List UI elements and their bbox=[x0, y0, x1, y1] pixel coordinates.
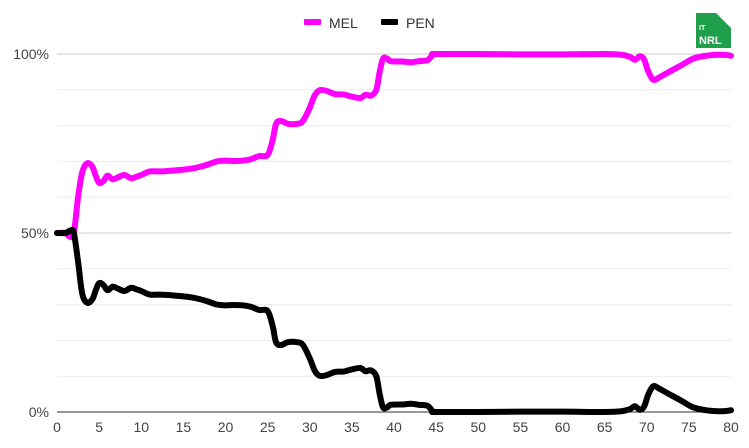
x-axis-tick-labels: 0 5 10 15 20 25 30 35 40 45 50 55 60 65 70 75 80 bbox=[53, 419, 739, 435]
x-tick-label: 10 bbox=[133, 419, 149, 435]
legend-swatch-pen bbox=[381, 19, 398, 25]
x-tick-label: 75 bbox=[681, 419, 697, 435]
x-tick-label: 25 bbox=[260, 419, 276, 435]
y-axis-tick-labels: 0% 50% 100% bbox=[13, 46, 49, 420]
x-tick-label: 5 bbox=[95, 419, 103, 435]
x-tick-label: 45 bbox=[428, 419, 444, 435]
gridlines bbox=[57, 53, 731, 377]
x-tick-label: 80 bbox=[723, 419, 739, 435]
x-tick-label: 60 bbox=[555, 419, 571, 435]
x-tick-label: 15 bbox=[176, 419, 192, 435]
x-tick-label: 35 bbox=[344, 419, 360, 435]
nrl-logo: IT NRL bbox=[696, 13, 731, 48]
x-tick-label: 20 bbox=[218, 419, 234, 435]
x-tick-label: 70 bbox=[639, 419, 655, 435]
x-tick-label: 30 bbox=[302, 419, 318, 435]
x-tick-label: 50 bbox=[470, 419, 486, 435]
series-line-pen bbox=[54, 226, 734, 416]
series-line-mel bbox=[54, 50, 734, 241]
x-tick-label: 40 bbox=[386, 419, 402, 435]
legend-swatch-mel bbox=[304, 19, 321, 25]
logo-text-main: NRL bbox=[699, 35, 722, 47]
y-tick-label: 100% bbox=[13, 46, 49, 62]
legend-label-pen: PEN bbox=[406, 15, 435, 31]
logo-text-top: IT bbox=[699, 25, 706, 32]
x-tick-label: 65 bbox=[597, 419, 613, 435]
logo-corner bbox=[716, 13, 731, 28]
legend-label-mel: MEL bbox=[329, 15, 358, 31]
legend: MEL PEN bbox=[304, 15, 435, 31]
x-tick-label: 0 bbox=[53, 419, 61, 435]
series-lines bbox=[54, 50, 734, 416]
y-tick-label: 0% bbox=[29, 404, 49, 420]
x-tick-label: 55 bbox=[513, 419, 529, 435]
y-tick-label: 50% bbox=[21, 225, 49, 241]
